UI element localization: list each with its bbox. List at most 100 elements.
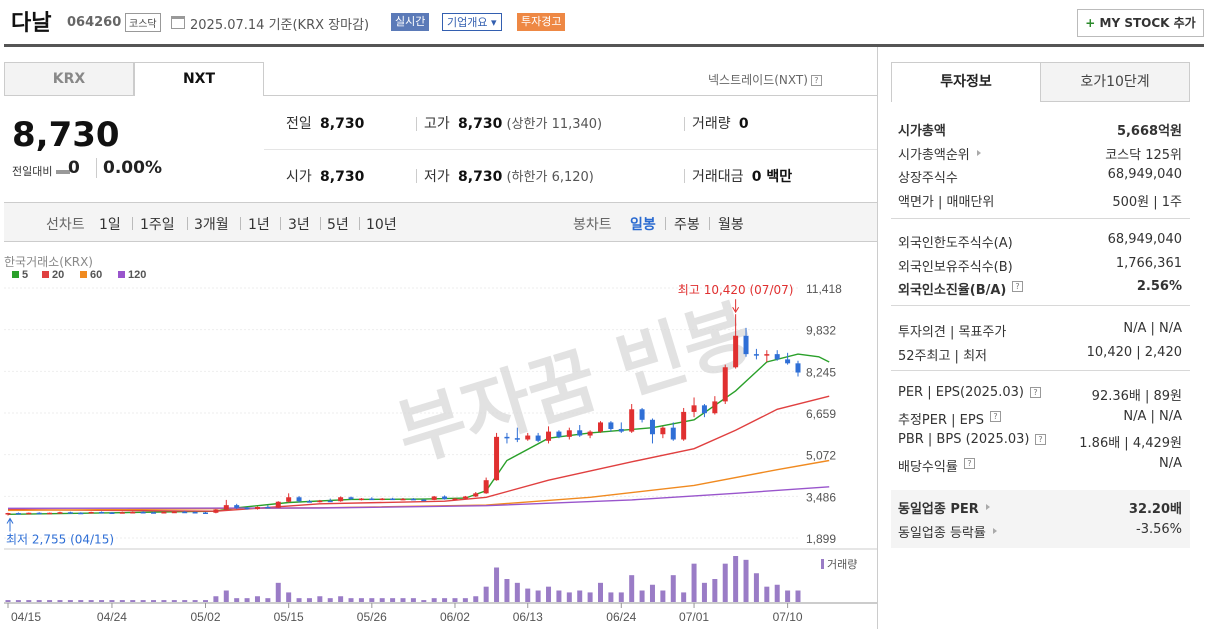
volume-bar (317, 596, 323, 602)
volume-bar (608, 592, 614, 602)
realtime-badge[interactable]: 실시간 (391, 13, 430, 31)
candle-monthly[interactable]: 월봉 (718, 217, 744, 233)
volume-bar (109, 600, 115, 602)
volume-bar (140, 600, 146, 602)
candle-body (587, 431, 593, 436)
info-key: PBR | BPS (2025.03) (898, 432, 1030, 447)
help-icon[interactable]: ? (1030, 387, 1041, 398)
candle-body (442, 496, 448, 500)
candle-body (99, 511, 105, 514)
volume-bar (78, 600, 84, 602)
triangle-right-icon[interactable] (986, 504, 990, 510)
candle-weekly[interactable]: 주봉 (674, 217, 700, 233)
candle-body (535, 435, 541, 441)
volume-bar (306, 598, 312, 602)
info-row: 상장주식수 68,949,040 (891, 163, 1190, 187)
triangle-right-icon[interactable] (993, 527, 997, 534)
candle-body (327, 500, 333, 503)
help-icon[interactable]: ? (810, 75, 822, 86)
volume-bar (88, 600, 94, 602)
candle-body (348, 497, 354, 500)
info-row: PER | EPS(2025.03)? 92.36배 | 89원 (891, 381, 1190, 405)
candle-body (452, 498, 458, 501)
candle-body (556, 431, 562, 437)
info-key: 시가총액순위 (898, 147, 970, 163)
candle-body (670, 427, 676, 440)
price-chart[interactable]: 11,418 9,832 8,245 6,659 5,072 3,486 1,899 부자꿈 … (0, 242, 877, 629)
help-icon[interactable]: ? (990, 410, 1001, 422)
candle-body (577, 430, 583, 436)
volume-bar (785, 590, 791, 602)
info-row: 시가총액순위 코스닥 125위 (891, 140, 1190, 164)
amount-label: 거래대금 (692, 169, 744, 185)
volume-bar (535, 590, 541, 602)
candle-body (358, 498, 364, 501)
candle-body (317, 500, 323, 503)
x-tick-label: 04/24 (97, 610, 127, 624)
legend-swatch (118, 271, 125, 278)
info-value: 1.86배 | 4,429원 (1079, 436, 1182, 451)
volume-bar (452, 598, 458, 602)
company-overview-dropdown[interactable]: 기업개요 ▾ (442, 13, 502, 31)
candle-body (473, 493, 479, 497)
add-my-stock-button[interactable]: + MY STOCK 추가 (1077, 9, 1204, 37)
period-1y[interactable]: 1년 (248, 217, 270, 233)
tab-nxt[interactable]: NXT (134, 62, 264, 96)
period-1w[interactable]: 1주일 (140, 217, 175, 233)
period-3y[interactable]: 3년 (288, 217, 310, 233)
tab-investment-info[interactable]: 투자정보 (891, 62, 1041, 102)
info-value: 1,766,361 (1115, 255, 1182, 271)
divider (359, 217, 360, 230)
candle-body (78, 512, 84, 515)
quote-divider (264, 149, 877, 150)
candle-body (67, 512, 73, 514)
triangle-right-icon[interactable] (977, 149, 981, 156)
candle-body (566, 430, 572, 437)
candle-body (26, 512, 32, 515)
divider (132, 217, 133, 230)
info-value: N/A | N/A (1123, 408, 1182, 424)
lower-limit-label: (하한가 (506, 170, 548, 185)
stock-code: 064260 (67, 15, 122, 30)
candle-body (525, 435, 531, 440)
legend-label: 20 (52, 269, 64, 281)
tab-underline (264, 95, 877, 96)
candle-daily[interactable]: 일봉 (630, 217, 656, 233)
help-icon[interactable]: ? (1012, 281, 1023, 292)
info-value: N/A (1159, 455, 1182, 471)
x-tick-label: 07/10 (773, 610, 803, 624)
x-tick-label: 05/02 (190, 610, 220, 624)
tab-krx[interactable]: KRX (4, 62, 134, 96)
amount-value: 0 백만 (751, 169, 793, 185)
candle-body (462, 496, 468, 499)
volume-bar (348, 598, 354, 602)
candle-body (598, 422, 603, 432)
info-value: 68,949,040 (1107, 167, 1182, 182)
help-icon[interactable]: ? (964, 457, 975, 469)
x-tick-label: 05/15 (274, 610, 304, 624)
volume-bar (462, 598, 468, 602)
help-icon[interactable]: ? (1035, 434, 1046, 445)
volume: 거래량 0 (692, 113, 749, 133)
info-key: 동일업종 PER (898, 502, 979, 517)
period-10y[interactable]: 10년 (366, 217, 397, 233)
period-3m[interactable]: 3개월 (194, 217, 229, 233)
period-1d[interactable]: 1일 (99, 217, 121, 233)
change-value: 0 (68, 158, 80, 178)
divider (320, 217, 321, 230)
tab-order-book[interactable]: 호가10단계 (1040, 62, 1190, 102)
volume-bar (296, 598, 302, 602)
volume-bar (379, 598, 385, 602)
ma-120-line (7, 486, 830, 509)
candle-body (306, 501, 312, 503)
info-key: 투자의견 | 목표주가 (898, 325, 1007, 340)
divider (665, 217, 666, 230)
info-key: PER | EPS(2025.03) (898, 385, 1024, 400)
x-tick-label: 06/24 (606, 610, 636, 624)
period-5y[interactable]: 5년 (327, 217, 349, 233)
candle-body (244, 507, 250, 510)
candle-body (514, 438, 520, 440)
volume-bar (15, 600, 21, 602)
volume-bar (764, 586, 770, 602)
info-key: 외국인보유주식수(B) (898, 259, 1013, 275)
